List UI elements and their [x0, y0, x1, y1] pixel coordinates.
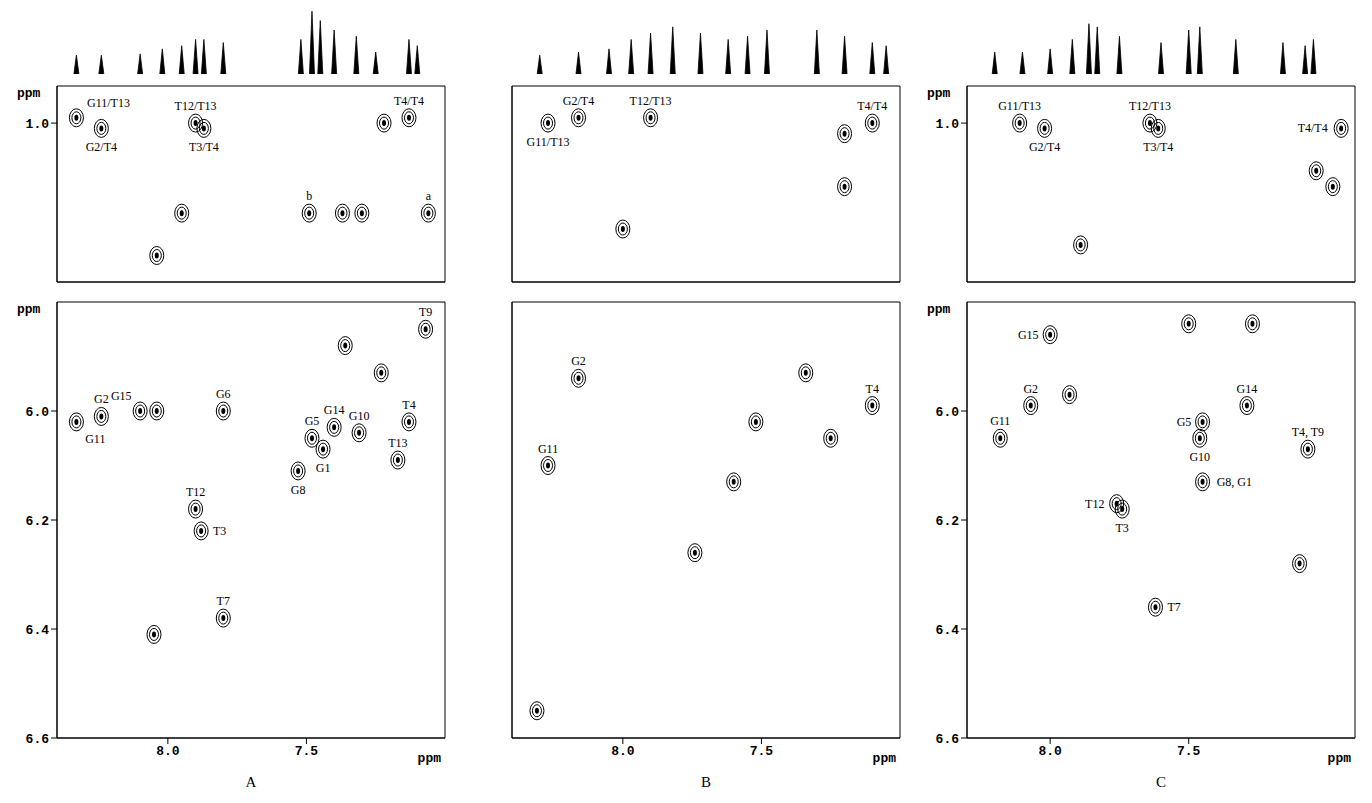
svg-text:G10: G10 — [1189, 450, 1210, 464]
svg-text:b: b — [306, 189, 312, 203]
svg-text:6.6: 6.6 — [26, 732, 50, 747]
svg-text:6.0: 6.0 — [936, 405, 960, 420]
svg-text:T3: T3 — [1116, 521, 1129, 535]
svg-text:6.4: 6.4 — [936, 623, 960, 638]
svg-text:T12/T13: T12/T13 — [1129, 99, 1171, 113]
svg-text:G6: G6 — [216, 387, 231, 401]
svg-text:G15: G15 — [111, 389, 132, 403]
svg-text:T3: T3 — [213, 524, 226, 538]
svg-text:G2/T4: G2/T4 — [1029, 140, 1060, 154]
svg-text:T13: T13 — [388, 436, 407, 450]
svg-text:T4, T9: T4, T9 — [1292, 425, 1324, 439]
svg-text:7.5: 7.5 — [1177, 744, 1201, 759]
svg-text:G2/T4: G2/T4 — [86, 140, 117, 154]
svg-text:1.0: 1.0 — [936, 117, 960, 132]
svg-text:G11: G11 — [990, 414, 1010, 428]
svg-text:G11/T13: G11/T13 — [998, 99, 1041, 113]
svg-text:T12/T13: T12/T13 — [175, 99, 217, 113]
svg-text:T4/T4: T4/T4 — [394, 94, 424, 108]
svg-text:G5: G5 — [1177, 415, 1192, 429]
svg-text:6.6: 6.6 — [936, 732, 960, 747]
svg-text:6.4: 6.4 — [26, 623, 50, 638]
svg-text:G8: G8 — [291, 483, 306, 497]
svg-text:T12: T12 — [186, 485, 205, 499]
svg-text:T4: T4 — [402, 398, 415, 412]
svg-text:G2: G2 — [94, 392, 109, 406]
svg-text:G14: G14 — [324, 403, 345, 417]
svg-text:7.5: 7.5 — [750, 744, 774, 759]
svg-text:T4: T4 — [866, 382, 879, 396]
html-text:B: B — [701, 774, 711, 790]
svg-text:G11/T13: G11/T13 — [527, 135, 570, 149]
svg-text:6.2: 6.2 — [26, 514, 50, 529]
svg-text:ppm: ppm — [927, 302, 951, 317]
svg-text:8.0: 8.0 — [611, 744, 635, 759]
svg-text:G11/T13: G11/T13 — [87, 96, 130, 110]
svg-text:G14: G14 — [1237, 382, 1258, 396]
svg-text:G2: G2 — [571, 354, 586, 368]
svg-text:ppm: ppm — [17, 302, 41, 317]
svg-text:8.0: 8.0 — [156, 744, 180, 759]
svg-text:ppm: ppm — [927, 86, 951, 101]
svg-text:G15: G15 — [1018, 328, 1039, 342]
svg-text:G1: G1 — [316, 461, 331, 475]
svg-text:G8, G1: G8, G1 — [1217, 475, 1252, 489]
html-text:C: C — [1156, 774, 1166, 790]
svg-text:T4/T4: T4/T4 — [857, 99, 887, 113]
svg-text:T3/T4: T3/T4 — [189, 140, 219, 154]
svg-text:1.0: 1.0 — [26, 117, 50, 132]
svg-text:ppm: ppm — [418, 751, 442, 766]
svg-text:G10: G10 — [349, 409, 370, 423]
svg-text:T7: T7 — [217, 594, 230, 608]
svg-text:T7: T7 — [1167, 600, 1180, 614]
svg-text:7.5: 7.5 — [295, 744, 319, 759]
svg-text:6.0: 6.0 — [26, 405, 50, 420]
svg-text:G11: G11 — [85, 432, 105, 446]
svg-text:T9: T9 — [419, 305, 432, 319]
svg-text:8.0: 8.0 — [1038, 744, 1062, 759]
svg-text:ppm: ppm — [873, 751, 897, 766]
svg-text:G2/T4: G2/T4 — [563, 94, 594, 108]
svg-text:T12/T13: T12/T13 — [630, 94, 672, 108]
svg-text:T4/T4: T4/T4 — [1298, 121, 1328, 135]
svg-text:T12: T12 — [1085, 497, 1104, 511]
svg-text:G5: G5 — [305, 414, 320, 428]
svg-text:T3/T4: T3/T4 — [1143, 140, 1173, 154]
svg-text:G2: G2 — [1023, 382, 1038, 396]
svg-text:G11: G11 — [538, 442, 558, 456]
svg-text:ppm: ppm — [17, 86, 41, 101]
svg-text:a: a — [426, 189, 432, 203]
html-text:A: A — [245, 774, 257, 790]
svg-text:ppm: ppm — [1328, 751, 1352, 766]
svg-text:6.2: 6.2 — [936, 514, 960, 529]
